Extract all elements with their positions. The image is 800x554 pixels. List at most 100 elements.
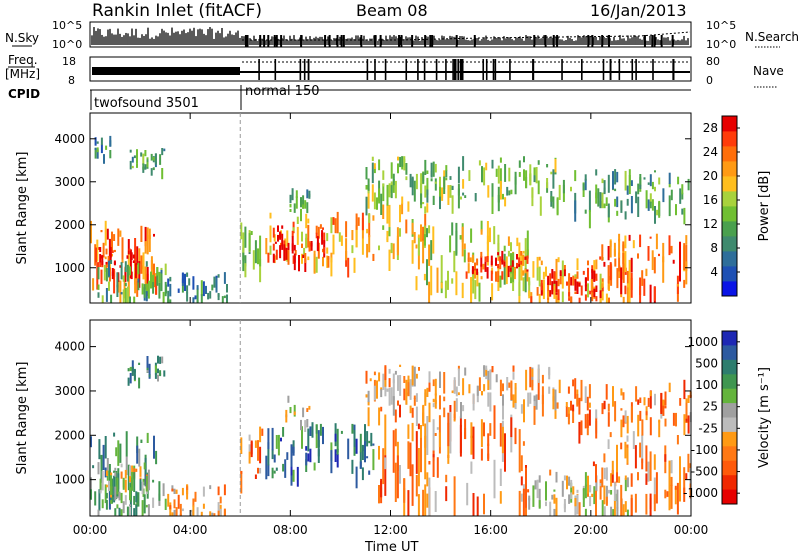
data-cell	[94, 491, 97, 506]
data-cell	[97, 262, 100, 270]
data-cell	[630, 196, 633, 214]
data-cell	[305, 213, 308, 229]
data-cell	[501, 426, 504, 454]
data-cell	[658, 200, 661, 218]
data-cell	[537, 364, 540, 383]
data-cell	[265, 238, 268, 255]
data-cell	[535, 167, 538, 184]
data-cell	[287, 395, 290, 403]
data-cell	[240, 471, 243, 474]
data-cell	[345, 221, 348, 238]
data-cell	[434, 178, 437, 191]
data-cell	[186, 285, 189, 294]
data-cell	[555, 258, 558, 280]
data-cell	[146, 432, 149, 443]
colorbar-swatch	[722, 281, 737, 297]
data-cell	[624, 477, 627, 492]
data-cell	[649, 451, 652, 481]
data-cell	[683, 487, 686, 502]
data-cell	[510, 417, 513, 438]
data-cell	[155, 274, 158, 277]
data-cell	[192, 505, 195, 516]
data-cell	[152, 497, 155, 508]
data-cell	[507, 250, 510, 257]
data-cell	[639, 410, 642, 421]
data-cell	[142, 252, 145, 280]
data-cell	[351, 423, 354, 434]
data-cell	[599, 192, 602, 209]
data-cell	[490, 270, 493, 281]
data-cell	[599, 479, 602, 500]
data-cell	[150, 168, 153, 176]
data-cell	[407, 441, 410, 469]
data-cell	[173, 509, 176, 516]
colorbar-swatch	[722, 446, 737, 462]
data-cell	[411, 407, 414, 418]
data-cell	[156, 267, 159, 276]
data-cell	[603, 506, 606, 516]
data-cell	[674, 487, 677, 505]
data-cell	[110, 294, 113, 303]
data-cell	[143, 494, 146, 514]
data-cell	[428, 281, 431, 303]
data-cell	[486, 256, 489, 263]
x-axis-title: Time UT	[364, 540, 418, 554]
data-cell	[94, 137, 97, 146]
data-cell	[145, 261, 148, 267]
data-cell	[595, 184, 598, 204]
data-cell	[464, 367, 467, 376]
data-cell	[366, 431, 369, 447]
data-cell	[140, 255, 143, 274]
data-cell	[388, 204, 391, 228]
colorbar-swatch	[722, 388, 737, 404]
data-cell	[277, 434, 280, 456]
data-cell	[464, 419, 467, 439]
data-cell	[584, 472, 587, 487]
data-cell	[126, 264, 129, 277]
data-cell	[420, 224, 422, 242]
data-cell	[499, 260, 502, 270]
data-cell	[267, 442, 270, 466]
data-cell	[664, 391, 667, 406]
data-cell	[175, 507, 178, 516]
data-cell	[351, 245, 354, 254]
data-cell	[188, 278, 191, 286]
data-cell	[512, 252, 515, 284]
data-cell	[507, 236, 510, 246]
data-cell	[588, 384, 591, 399]
data-cell	[138, 377, 141, 389]
data-cell	[136, 264, 139, 281]
data-cell	[284, 459, 287, 478]
nave-label: Nave	[753, 64, 784, 78]
data-cell	[567, 407, 570, 419]
data-cell	[322, 256, 324, 267]
data-cell	[315, 424, 318, 449]
data-cell	[490, 255, 493, 266]
data-cell	[588, 210, 591, 229]
data-cell	[630, 273, 633, 298]
colorbar-swatch	[722, 176, 737, 192]
data-cell	[676, 482, 679, 515]
data-cell	[647, 199, 650, 211]
data-cell	[313, 462, 316, 471]
data-cell	[554, 389, 557, 411]
data-cell	[574, 200, 577, 222]
data-cell	[384, 455, 387, 496]
data-cell	[323, 232, 326, 244]
colorbar-tick-label: 20	[703, 169, 718, 183]
data-cell	[302, 195, 305, 206]
data-cell	[181, 487, 184, 496]
data-cell	[481, 391, 483, 396]
data-cell	[200, 280, 203, 296]
data-cell	[601, 286, 604, 292]
data-cell	[257, 248, 259, 265]
data-cell	[675, 204, 677, 216]
data-cell	[439, 178, 441, 198]
data-cell	[334, 433, 337, 442]
data-cell	[653, 257, 656, 274]
data-cell	[159, 154, 162, 165]
data-cell	[140, 439, 143, 443]
data-cell	[196, 285, 199, 290]
data-cell	[526, 269, 529, 272]
